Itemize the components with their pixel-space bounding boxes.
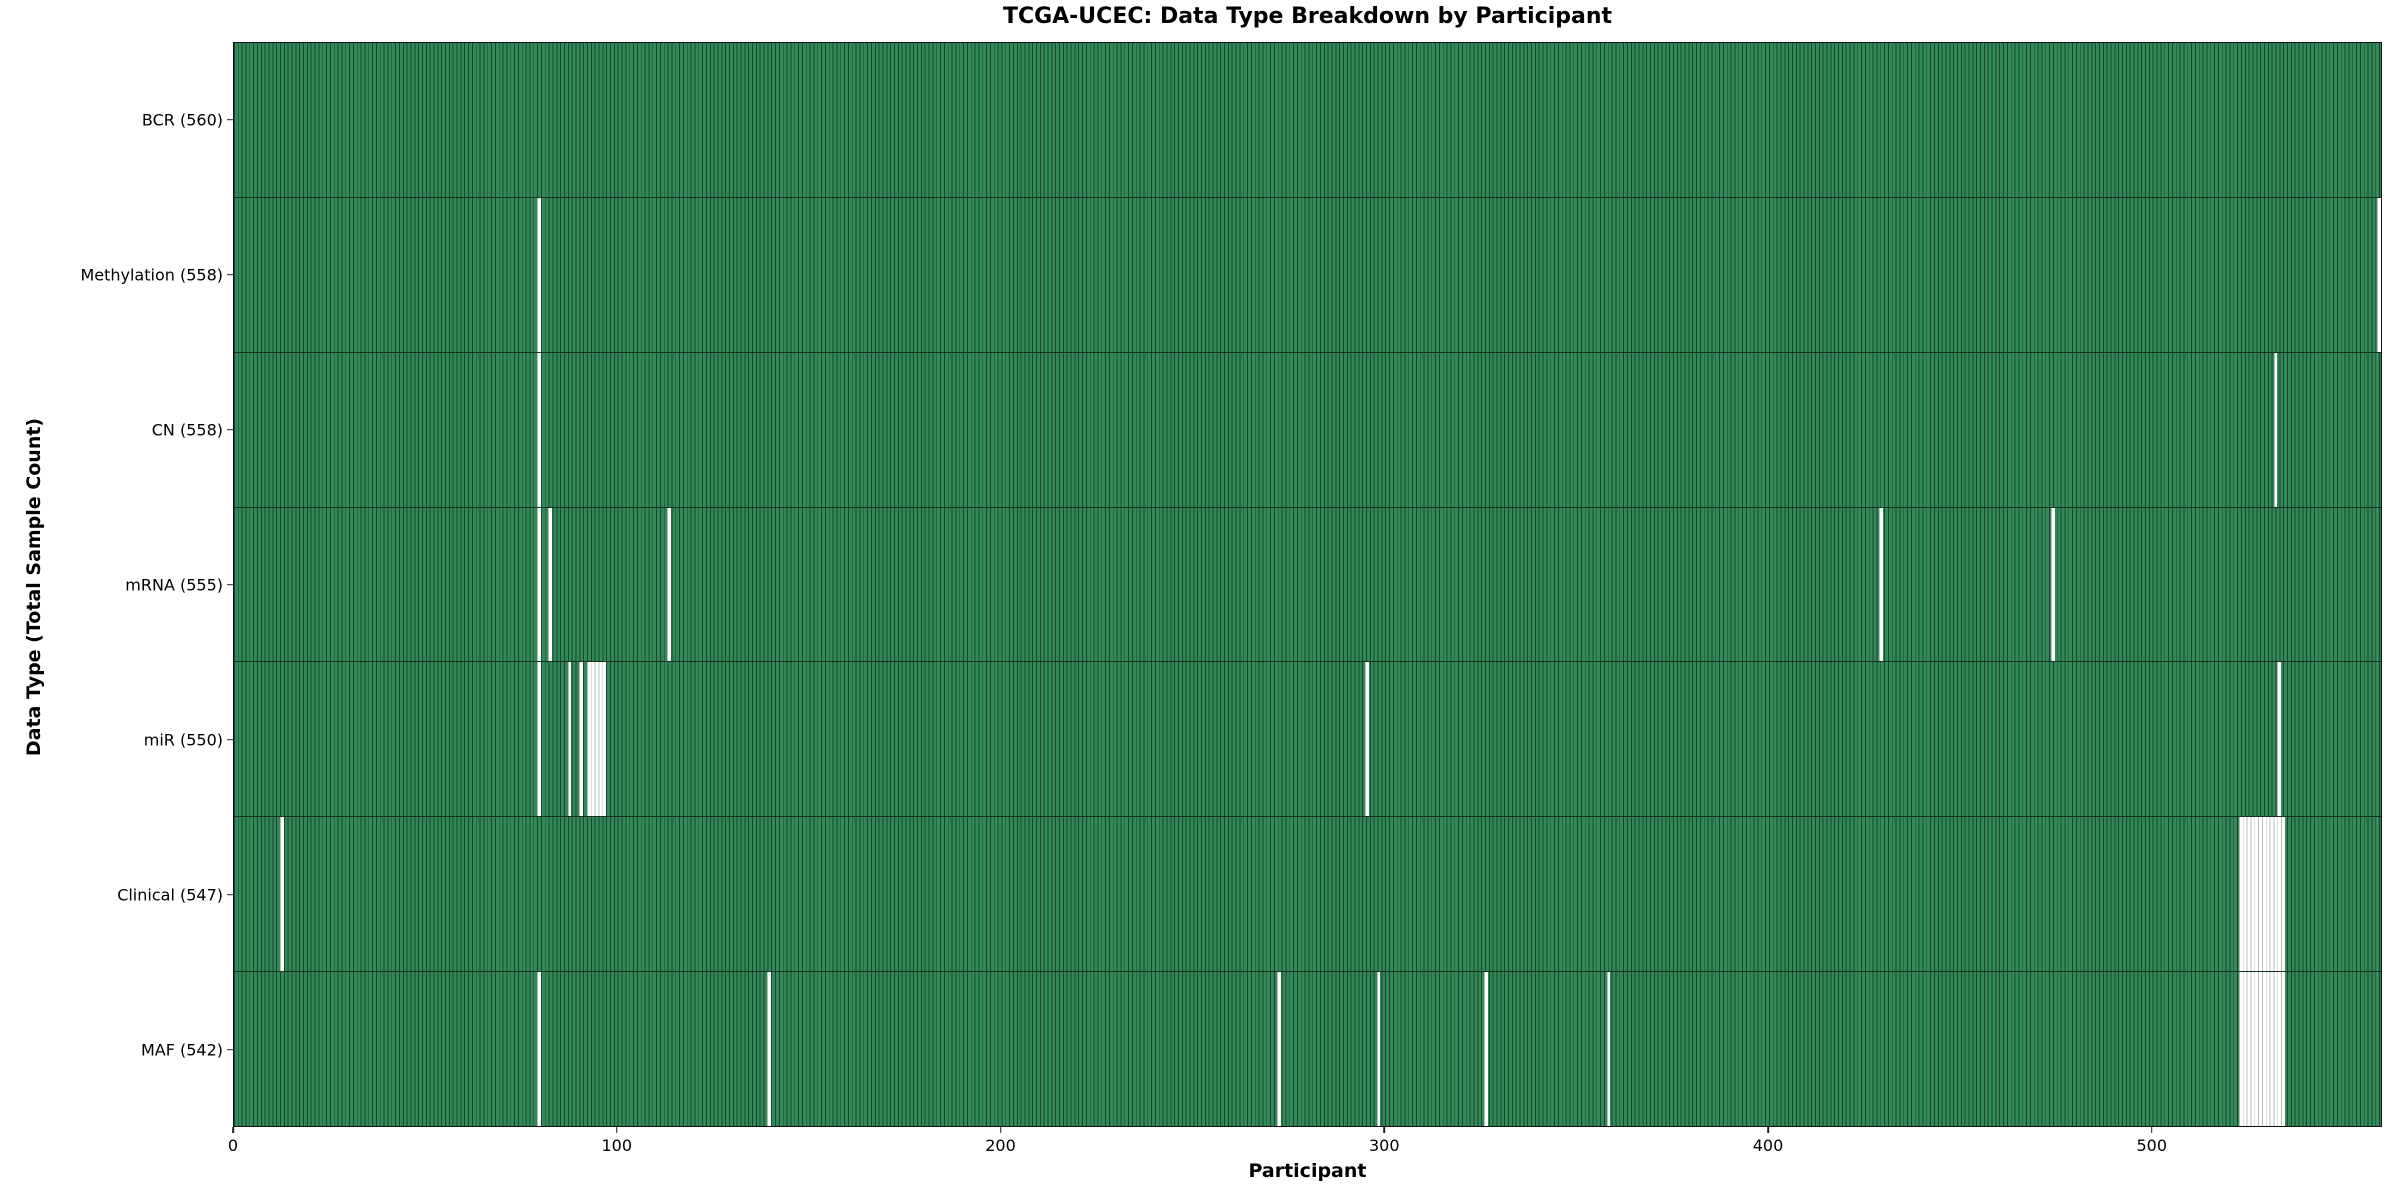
absent-gap (536, 972, 541, 1127)
plot-area: Present Absent (233, 42, 2382, 1127)
xtick-label-300: 300 (1368, 1136, 1400, 1155)
x-axis-title: Participant (1248, 1160, 1367, 1182)
xtick-mark (232, 1127, 234, 1133)
ytick-label-Methylation: Methylation (558) (80, 265, 223, 284)
row-band-miR (234, 662, 2381, 818)
absent-gap (2239, 817, 2286, 972)
absent-gap (1376, 972, 1381, 1127)
ytick-label-CN: CN (558) (151, 420, 223, 439)
row-band-CN (234, 352, 2381, 508)
absent-gap (1276, 972, 1281, 1127)
absent-gap (2377, 197, 2381, 352)
xtick-label-200: 200 (985, 1136, 1016, 1155)
xtick-mark (2150, 1127, 2153, 1133)
absent-gap (548, 507, 553, 662)
row-band-MAF (234, 972, 2381, 1127)
ytick-label-mRNA: mRNA (555) (125, 575, 223, 594)
xtick-label-0: 0 (227, 1136, 239, 1155)
absent-gap (536, 352, 541, 507)
row-band-mRNA (234, 507, 2381, 663)
absent-gap (667, 507, 672, 662)
ytick-mark (227, 893, 233, 896)
ytick-label-Clinical: Clinical (547) (117, 885, 223, 904)
xtick-mark (615, 1127, 618, 1133)
absent-gap (280, 817, 284, 972)
y-axis-title: Data Type (Total Sample Count) (23, 417, 45, 757)
row-band-BCR (234, 43, 2381, 198)
rows-container (234, 43, 2381, 1127)
row-band-Clinical (234, 817, 2381, 973)
absent-gap (2273, 352, 2278, 507)
absent-gap (536, 662, 541, 817)
ytick-mark (227, 428, 233, 431)
xtick-mark (1383, 1127, 1386, 1133)
row-band-Methylation (234, 197, 2381, 353)
ytick-mark (227, 118, 233, 121)
absent-gap (579, 662, 583, 817)
absent-gap (2051, 507, 2056, 662)
ytick-mark (227, 583, 233, 586)
ytick-mark (227, 1048, 233, 1051)
xtick-label-500: 500 (2136, 1136, 2168, 1155)
absent-gap (1483, 972, 1488, 1127)
absent-gap (766, 972, 771, 1127)
absent-gap (1878, 507, 1883, 662)
xtick-mark (999, 1127, 1002, 1133)
absent-gap (586, 662, 606, 817)
absent-gap (536, 507, 541, 662)
absent-gap (567, 662, 572, 817)
figure-title: TCGA-UCEC: Data Type Breakdown by Partic… (1002, 4, 1613, 29)
xtick-mark (1767, 1127, 1769, 1133)
absent-gap (1606, 972, 1611, 1127)
xtick-label-100: 100 (601, 1136, 633, 1155)
absent-gap (2239, 972, 2286, 1127)
ytick-label-miR: miR (550) (143, 730, 223, 749)
absent-gap (2277, 662, 2282, 817)
ytick-label-MAF: MAF (542) (140, 1040, 223, 1059)
absent-gap (1365, 662, 1369, 817)
ytick-mark (227, 738, 233, 741)
ytick-label-BCR: BCR (560) (141, 110, 223, 129)
absent-gap (536, 197, 541, 352)
ytick-mark (227, 273, 233, 276)
xtick-label-400: 400 (1752, 1136, 1784, 1155)
